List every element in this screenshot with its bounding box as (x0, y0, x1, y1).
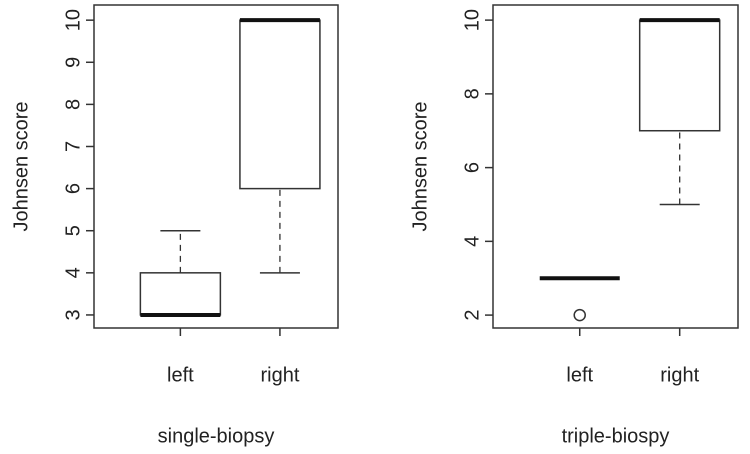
y-tick-label: 6 (62, 183, 84, 194)
y-tick-label: 2 (461, 310, 483, 321)
x-tick-label: right (260, 364, 299, 386)
y-tick-label: 10 (461, 9, 483, 31)
y-tick-label: 5 (62, 225, 84, 236)
x-tick-label: right (660, 364, 699, 386)
box (239, 19, 321, 190)
x-tick-label: left (566, 364, 593, 386)
outlier (573, 308, 586, 322)
y-tick-label: 6 (461, 162, 483, 173)
y-tick-label: 4 (62, 267, 84, 278)
y-tick-label: 10 (62, 9, 84, 31)
box (139, 272, 222, 316)
y-tick-label: 7 (62, 141, 84, 152)
y-tick-label: 8 (461, 88, 483, 99)
y-axis-label: Johnsen score (409, 101, 431, 231)
box (638, 19, 721, 132)
y-axis-label: Johnsen score (10, 101, 32, 231)
x-tick-label: left (167, 364, 194, 386)
plot-frame (93, 4, 339, 329)
y-tick-label: 4 (461, 236, 483, 247)
y-tick-label: 3 (62, 309, 84, 320)
x-axis-label: triple-biospy (562, 425, 670, 447)
x-axis-label: single-biopsy (158, 425, 275, 447)
plot-frame (492, 4, 739, 329)
y-tick-label: 8 (62, 99, 84, 110)
y-tick-label: 9 (62, 57, 84, 68)
